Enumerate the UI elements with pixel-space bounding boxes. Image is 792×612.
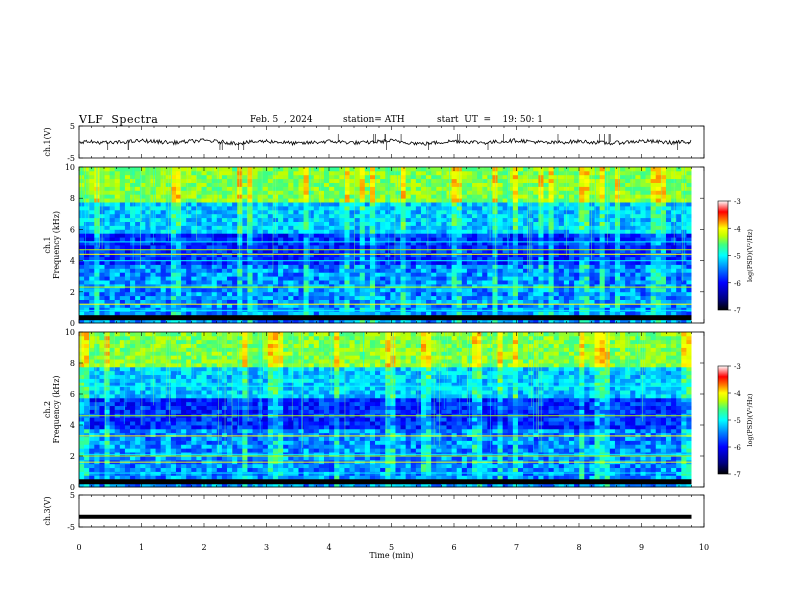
ch2-spectrogram-ylabel: ch.2	[43, 401, 52, 418]
ch1-spectrogram-ytick-label: 6	[70, 225, 75, 234]
x-tick-label: 1	[139, 543, 144, 552]
x-tick-label: 7	[514, 543, 519, 552]
ch1-waveform-ytick-label: -5	[67, 154, 75, 163]
x-tick-label: 8	[576, 543, 581, 552]
ch1-spectrogram-ytick-label: 2	[70, 288, 75, 297]
ch2-spectrogram-ytick-label: 8	[70, 359, 75, 368]
ch2-colorbar-tick-label: -7	[734, 471, 741, 479]
x-tick-label: 2	[201, 543, 206, 552]
ch1-spectrogram-cells	[79, 167, 692, 324]
ch1-spectrogram-ytick-label: 10	[65, 163, 75, 172]
plot-title: VLF Spectra	[79, 113, 159, 126]
ch3-waveform-ytick-label: -5	[67, 523, 75, 532]
ch1-waveform-ytick-label: 5	[70, 122, 75, 131]
ch2-colorbar-tick-label: -4	[734, 390, 741, 398]
ch2-spectrogram-ylabel: Frequency (kHz)	[52, 375, 61, 443]
ch1-waveform-trace	[78, 138, 692, 147]
ch2-spectrogram-empty	[691, 332, 704, 487]
ch1-spectrogram-ytick-label: 8	[70, 194, 75, 203]
start-time-label: start UT = 19: 50: 1	[437, 115, 543, 125]
ch2-spectrogram-cells	[79, 332, 692, 488]
ch1-colorbar-tick-label: -7	[734, 307, 741, 315]
x-tick-label: 3	[264, 543, 269, 552]
ch1-spectrogram-ytick-label: 4	[70, 257, 75, 266]
x-axis-label: Time (min)	[369, 551, 413, 560]
ch2-spectrogram-ytick-label: 6	[70, 390, 75, 399]
ch2-colorbar-tick-label: -5	[734, 417, 741, 425]
x-tick-label: 9	[639, 543, 644, 552]
ch1-colorbar-tick-label: -3	[734, 198, 741, 206]
x-tick-label: 0	[76, 543, 81, 552]
ch2-spectrogram-ytick-label: 4	[70, 421, 75, 430]
ch1-colorbar-tick-label: -6	[734, 280, 741, 288]
ch3-waveform-ylabel: ch.3(V)	[43, 496, 52, 525]
x-tick-label: 6	[451, 543, 456, 552]
ch1-colorbar-tick-label: -5	[734, 253, 741, 261]
x-tick-label: 5	[389, 543, 394, 552]
x-tick-label: 4	[326, 543, 331, 552]
date-label: Feb. 5 , 2024	[250, 115, 313, 125]
ch2-spectrogram-ytick-label: 0	[70, 483, 75, 492]
ch1-spectrogram-ytick-label: 0	[70, 319, 75, 328]
ch2-spectrogram-ytick-label: 2	[70, 452, 75, 461]
ch3-waveform-frame	[78, 494, 705, 528]
ch1-spectrogram-empty	[691, 167, 704, 323]
ch1-colorbar-bar	[717, 200, 729, 311]
ch1-waveform-ylabel: ch.1(V)	[43, 127, 52, 156]
ch1-spectrogram-ylabel: ch.1	[43, 236, 52, 253]
x-tick-label: 10	[699, 543, 709, 552]
ch2-colorbar-label: log(PSD)(V²/Hz)	[746, 393, 754, 446]
ch2-spectrogram-low-band	[79, 479, 692, 485]
ch2-colorbar-tick-label: -6	[734, 444, 741, 452]
ch1-colorbar-tick-label: -4	[734, 225, 741, 233]
ch2-colorbar-bar	[717, 365, 729, 475]
ch2-colorbar-tick-label: -3	[734, 363, 741, 371]
ch1-spectrogram-ylabel: Frequency (kHz)	[52, 211, 61, 279]
ch1-colorbar-label: log(PSD)(V²/Hz)	[746, 229, 754, 282]
ch3-waveform-ytick-label: 5	[70, 491, 75, 500]
ch1-spectrogram-low-band	[79, 315, 692, 321]
ch2-spectrogram-ytick-label: 10	[65, 328, 75, 337]
station-label: station= ATH	[343, 115, 405, 125]
